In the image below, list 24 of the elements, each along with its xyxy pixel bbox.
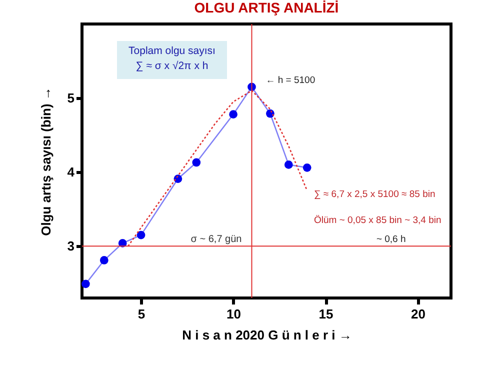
x-tick-label: 15 [318,306,334,322]
annotation: ∑ ≈ 6,7 x 2,5 x 5100 ≈ 85 bin [314,189,436,200]
point [302,163,312,172]
y-tick-label: 5 [67,90,74,106]
x-tick-label: 10 [226,306,242,322]
chart-title: OLGU ARTIŞ ANALİZİ [194,0,339,16]
point [229,110,238,119]
x-tick-label: 20 [411,306,426,322]
y-tick-label: 4 [67,164,76,180]
point [100,256,108,264]
x-tick-label: 5 [138,306,146,322]
point [284,160,293,169]
point [174,174,182,183]
annotation: ~ 0,6 h [376,234,406,246]
annotation: Toplam olgu sayısı ∑ ≈ σ x √2π x h [128,45,216,72]
point [192,158,201,167]
y-tick-label: 3 [67,238,74,254]
x-axis-title: N i s a n 2020 G ü n l e r i → [182,328,352,342]
ref-line-label: σ ~ 6,7 gün [190,234,242,246]
point [82,280,90,288]
point [136,230,146,240]
annotation: Ölüm ~ 0,05 x 85 bin ~ 3,4 bin [314,215,442,226]
annotation: ← h = 5100 [266,74,316,86]
y-axis-title: Olgu artış sayısı (bin) → [38,87,54,236]
